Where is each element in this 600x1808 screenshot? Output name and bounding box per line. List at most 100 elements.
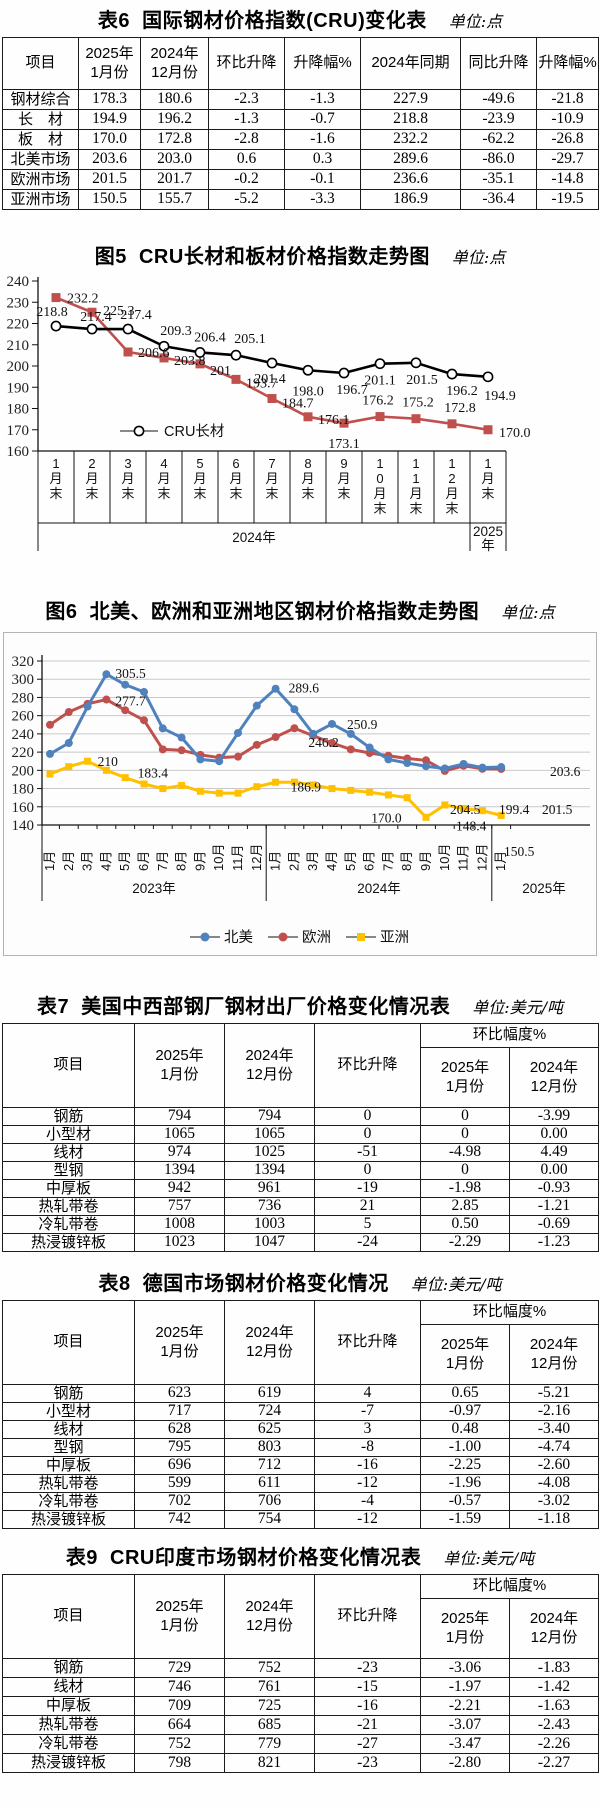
svg-text:183.4: 183.4 — [138, 765, 169, 780]
svg-text:2: 2 — [88, 456, 95, 471]
column-header: 2025年 1月份 — [420, 1324, 510, 1385]
svg-text:6: 6 — [232, 456, 239, 471]
figure5-line-chart: 1601701801902002102202302401月末2月末3月末4月末5… — [7, 274, 531, 553]
svg-text:203.8: 203.8 — [174, 354, 206, 369]
x-axis: 1月末2月末3月末4月末5月末6月末7月末8月末9月末10月末11月末12月末1… — [37, 450, 507, 553]
column-header: 2025年 1月份 — [420, 1598, 510, 1659]
cell-value: 201.7 — [140, 169, 209, 190]
y-axis: 160 170 180 190 200 210 220 230 240 — [7, 274, 39, 460]
series-亚洲 — [46, 757, 505, 821]
cell-value: 0 — [314, 1125, 421, 1144]
svg-text:月: 月 — [337, 471, 350, 486]
cell-value: -14.8 — [536, 169, 599, 190]
svg-text:160: 160 — [12, 800, 35, 816]
svg-text:210: 210 — [7, 338, 30, 354]
cell-value: 803 — [224, 1438, 315, 1457]
svg-text:201.5: 201.5 — [406, 373, 438, 388]
cell-value: 752 — [134, 1734, 225, 1754]
cell-value: -1.18 — [509, 1510, 599, 1529]
figure6-title: 图6 北美、欧洲和亚洲地区钢材价格指数走势图 — [45, 601, 480, 623]
svg-text:年: 年 — [481, 538, 495, 553]
svg-text:160: 160 — [7, 444, 30, 460]
series-北美 — [46, 670, 506, 773]
svg-text:0: 0 — [376, 471, 383, 486]
svg-text:1: 1 — [484, 456, 491, 471]
svg-text:210: 210 — [98, 754, 119, 769]
column-header: 2024年 12月份 — [509, 1324, 599, 1385]
svg-text:5月: 5月 — [117, 851, 132, 871]
column-header: 2024年 12月份 — [509, 1598, 599, 1659]
svg-text:7月: 7月 — [380, 851, 395, 871]
table-row: 小型材 717 724 -7 -0.97 -2.16 — [2, 1402, 599, 1421]
svg-text:月: 月 — [445, 486, 458, 501]
svg-text:140: 140 — [12, 818, 35, 834]
row-label: 板 材 — [2, 129, 79, 150]
cell-value: -3.47 — [420, 1734, 510, 1754]
cell-value: 203.6 — [78, 149, 141, 170]
svg-text:8月: 8月 — [399, 851, 414, 871]
cell-value: 194.9 — [78, 109, 141, 130]
cell-value: 0 — [420, 1125, 510, 1144]
cell-value: 725 — [224, 1696, 315, 1716]
svg-text:205.1: 205.1 — [234, 332, 266, 347]
column-header: 2025年 1月份 — [134, 1574, 225, 1659]
svg-text:176.2: 176.2 — [362, 394, 394, 409]
cell-value: 172.8 — [140, 129, 209, 150]
cell-value: 236.6 — [360, 169, 461, 190]
svg-text:196.2: 196.2 — [446, 384, 478, 399]
svg-text:欧洲: 欧洲 — [302, 929, 331, 946]
report-page: 表6 国际钢材价格指数(CRU)变化表 单位:点 项目 2025年 1月份 2024年… — [0, 4, 600, 1773]
row-label: 欧洲市场 — [2, 169, 79, 190]
svg-text:12月: 12月 — [249, 844, 264, 871]
svg-text:218.8: 218.8 — [36, 305, 68, 320]
cell-value: 685 — [224, 1715, 315, 1735]
cell-value: -1.21 — [509, 1197, 599, 1216]
column-header: 2025年 1月份 — [420, 1047, 510, 1108]
svg-text:250.9: 250.9 — [347, 717, 378, 732]
cell-value: 724 — [224, 1402, 315, 1421]
cell-value: -0.1 — [284, 169, 361, 190]
svg-text:260: 260 — [12, 709, 35, 725]
svg-text:217.4: 217.4 — [80, 310, 112, 325]
table-row: 线材 628 625 3 0.48 -3.40 — [2, 1420, 599, 1439]
column-header: 2025年 1月份 — [78, 37, 141, 90]
svg-text:2月: 2月 — [286, 851, 301, 871]
cell-value: 779 — [224, 1734, 315, 1754]
svg-text:1月: 1月 — [493, 851, 508, 871]
table-row: 中厚板 942 961 -19 -1.98 -0.93 — [2, 1179, 599, 1198]
cell-value: -2.43 — [509, 1715, 599, 1735]
svg-text:11月: 11月 — [456, 845, 471, 872]
cell-value: 942 — [134, 1179, 225, 1198]
column-header: 环比幅度% — [420, 1574, 599, 1599]
cell-value: 0.48 — [420, 1420, 510, 1439]
svg-text:170: 170 — [7, 423, 30, 439]
table6-international-cru-index: 项目 2025年 1月份 2024年 12月份 环比升降 升降幅% 2024年同期 同比升降 升降… — [2, 37, 599, 210]
cell-value: -49.6 — [460, 89, 537, 110]
cell-value: 1023 — [134, 1233, 225, 1252]
cell-value: 1008 — [134, 1215, 225, 1234]
table8-unit: 单位:美元/吨 — [410, 1275, 502, 1294]
cell-value: -2.25 — [420, 1456, 510, 1475]
cell-value: 752 — [224, 1658, 315, 1678]
cell-value: 0 — [420, 1161, 510, 1180]
cell-value: 5 — [314, 1215, 421, 1234]
svg-text:194.9: 194.9 — [484, 389, 516, 404]
svg-text:198.0: 198.0 — [292, 384, 324, 399]
svg-text:末: 末 — [481, 486, 494, 501]
svg-text:北美: 北美 — [224, 929, 253, 946]
cell-value: 0 — [420, 1107, 510, 1126]
cell-value: -23 — [314, 1753, 421, 1773]
x-axis-labels: 1月 2月 3月 4月 5月 6月 7月 8月 9月 10月 11月 12月 1月 2月 3月 4月 5月 6月 7… — [42, 844, 508, 871]
svg-text:225.3: 225.3 — [103, 304, 135, 319]
cell-value: 1047 — [224, 1233, 315, 1252]
svg-text:月: 月 — [229, 471, 242, 486]
cell-value: -27 — [314, 1734, 421, 1754]
svg-text:201.5: 201.5 — [542, 802, 573, 817]
svg-text:1月: 1月 — [42, 851, 57, 871]
cell-value: 0.6 — [208, 149, 285, 170]
cell-value: -23.9 — [460, 109, 537, 130]
table6-unit: 单位:点 — [448, 12, 503, 31]
svg-text:月: 月 — [373, 486, 386, 501]
row-label: 小型材 — [2, 1402, 135, 1421]
svg-text:6月: 6月 — [362, 851, 377, 871]
